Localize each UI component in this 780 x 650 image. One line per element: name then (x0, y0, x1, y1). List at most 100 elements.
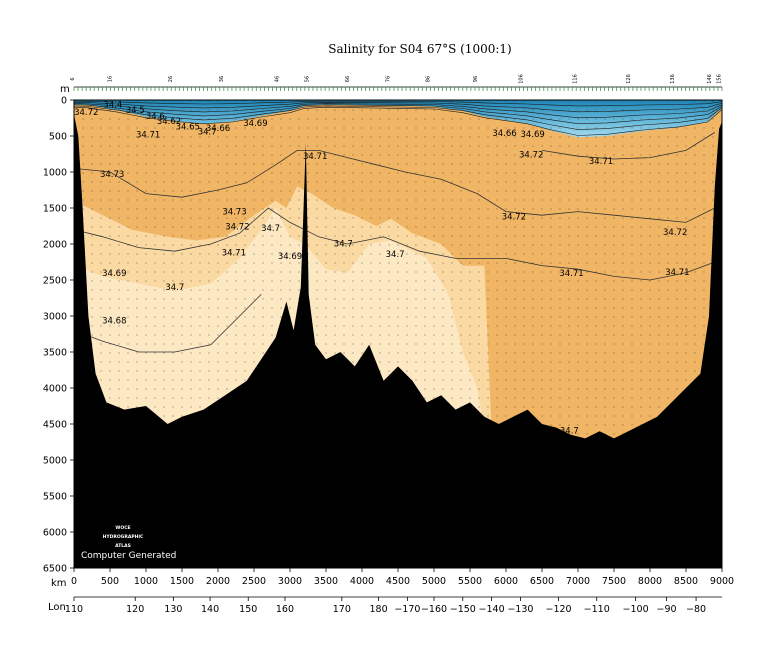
contour-label: 34.73 (222, 208, 246, 218)
x-tick-label: 8500 (674, 576, 698, 587)
y-tick-label: 4500 (43, 420, 67, 431)
lon-tick-label: −120 (546, 604, 572, 615)
y-tick-label: 5000 (43, 456, 67, 467)
x-tick-label: 4000 (350, 576, 374, 587)
contour-label: 34.7 (560, 426, 579, 436)
contour-label: 34.7 (386, 250, 405, 260)
x-tick-label: 500 (101, 576, 119, 587)
lon-tick-label: −170 (394, 604, 420, 615)
contour-label: 34.7 (334, 239, 353, 249)
station-label: 16 (107, 76, 113, 82)
y-tick-label: 6000 (43, 528, 67, 539)
x-tick-label: 5000 (422, 576, 446, 587)
station-label: 146 (707, 74, 713, 84)
x-tick-label: 4500 (386, 576, 410, 587)
station-label: 66 (345, 76, 351, 82)
contour-label: 34.72 (502, 213, 526, 223)
station-label: 86 (426, 76, 432, 82)
lon-tick-label: 150 (239, 604, 257, 615)
x-tick-label: 6500 (530, 576, 554, 587)
lon-tick-label: 110 (65, 604, 83, 615)
lon-tick-label: −100 (623, 604, 649, 615)
contour-label: 34.71 (589, 157, 613, 167)
lon-tick-label: 130 (164, 604, 182, 615)
contour-label: 34.71 (222, 249, 246, 259)
lon-tick-label: −80 (686, 604, 706, 615)
contour-label: 34.4 (103, 100, 122, 110)
lon-axis: 110 120 130 140 150 160 170 180 −170 −160 −150 −140… (65, 597, 706, 615)
x-tick-label: 5500 (458, 576, 482, 587)
station-label: 116 (573, 74, 579, 84)
station-label: 136 (670, 74, 676, 84)
lon-tick-label: 140 (201, 604, 219, 615)
station-label: 126 (626, 74, 632, 84)
contour-label: 34.69 (278, 252, 302, 262)
y-tick-label: 5500 (43, 492, 67, 503)
station-label: 6 (70, 77, 76, 80)
lon-tick-label: 170 (333, 604, 351, 615)
x-tick-label: 1000 (134, 576, 158, 587)
lon-tick-label: −110 (584, 604, 610, 615)
contour-label: 34.6 (146, 112, 165, 122)
lon-tick-label: −150 (450, 604, 476, 615)
x-tick-label: 7000 (566, 576, 590, 587)
contour-label: 34.71 (303, 152, 327, 162)
contour-label: 34.5 (126, 106, 145, 116)
contour-label: 34.72 (519, 151, 543, 161)
y-tick-label: 3000 (43, 312, 67, 323)
station-label: 56 (305, 76, 311, 82)
woce-logo: WOCE HYDROGRAPHIC ATLAS (103, 525, 144, 549)
contour-label: 34.7 (165, 283, 184, 293)
lon-tick-label: 120 (126, 604, 144, 615)
y-tick-label: 6500 (43, 564, 67, 575)
x-tick-label: 8000 (638, 576, 662, 587)
station-label: 96 (473, 76, 479, 82)
contour-label: 34.7 (198, 128, 217, 138)
station-label: 46 (274, 76, 280, 82)
x-tick-label: 2500 (242, 576, 266, 587)
y-tick-label: 1000 (43, 168, 67, 179)
contour-label: 34.69 (520, 130, 544, 140)
bathymetry (74, 114, 722, 568)
x-tick-label: 3500 (314, 576, 338, 587)
x-tick-label: 3000 (278, 576, 302, 587)
lon-tick-label: 160 (276, 604, 294, 615)
station-row: 6 16 26 36 46 56 66 76 86 96 106 116 126 136 146 156 (70, 74, 723, 91)
logo-line-1: WOCE (115, 525, 130, 531)
contour-label: 34.66 (492, 129, 516, 139)
station-label: 106 (519, 74, 525, 84)
x-tick-label: 2000 (206, 576, 230, 587)
station-label: 26 (168, 76, 174, 82)
lon-tick-label: −140 (479, 604, 505, 615)
lon-tick-label: −160 (421, 604, 447, 615)
logo-line-2: HYDROGRAPHIC (103, 534, 144, 540)
contour-label: 34.72 (663, 228, 687, 238)
contour-label: 34.71 (559, 269, 583, 279)
contour-label: 34.72 (74, 108, 98, 118)
contour-label: 34.71 (136, 131, 160, 141)
y-tick-label: 0 (61, 96, 67, 107)
x-tick-label: 1500 (170, 576, 194, 587)
contour-label: 34.73 (100, 170, 124, 180)
y-tick-label: 1500 (43, 204, 67, 215)
contour-label: 34.65 (176, 123, 200, 133)
chart-title: Salinity for S04 67°S (1000:1) (328, 42, 511, 56)
x-tick-label: 6000 (494, 576, 518, 587)
contour-label: 34.62 (157, 117, 181, 127)
contour-label: 34.66 (206, 124, 230, 134)
contour-label: 34.7 (261, 224, 280, 234)
station-label: 76 (385, 76, 391, 82)
contour-label: 34.71 (665, 268, 689, 278)
logo-line-3: ATLAS (115, 543, 131, 549)
y-tick-label: 3500 (43, 348, 67, 359)
y-tick-label: 4000 (43, 384, 67, 395)
x-tick-label: 9000 (710, 576, 734, 587)
y-tick-label: 2500 (43, 276, 67, 287)
contour-label: 34.72 (225, 223, 249, 233)
lon-tick-label: −90 (657, 604, 677, 615)
y-axis: 0 500 1000 1500 2000 2500 3000 3500 4000 4500 5000… (43, 96, 74, 575)
computer-generated-credit: Computer Generated (81, 551, 176, 561)
